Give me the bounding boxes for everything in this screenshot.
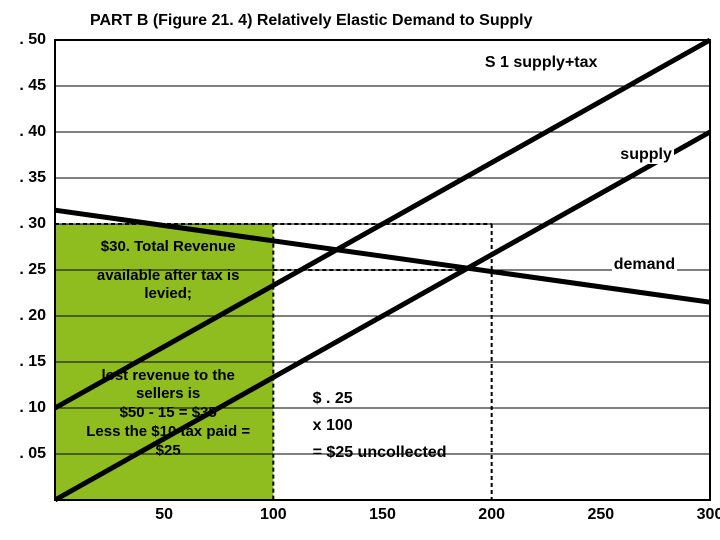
- y-tick-label: . 05: [6, 445, 46, 463]
- x-tick-label: 150: [353, 506, 413, 524]
- y-tick-label: . 20: [6, 307, 46, 325]
- revenue-line1: $30. Total Revenue: [63, 238, 273, 257]
- calc-line2: x 100: [313, 412, 447, 439]
- y-tick-label: . 10: [6, 399, 46, 417]
- supply-tax-label: S 1 supply+tax: [483, 54, 600, 72]
- total-revenue-text: $30. Total Revenue available after tax i…: [63, 238, 273, 304]
- revenue-line3: levied;: [63, 285, 273, 304]
- lost-line4: Less the $10 tax paid =: [59, 423, 277, 442]
- revenue-line2: available after tax is: [63, 267, 273, 286]
- calc-text: $ . 25 x 100 = $25 uncollected: [313, 385, 447, 467]
- y-tick-label: . 15: [6, 353, 46, 371]
- lost-line2: sellers is: [59, 385, 277, 404]
- lost-line3: $50 - 15 = $35: [59, 404, 277, 423]
- lost-line1: lost revenue to the: [59, 367, 277, 386]
- supply-label: supply: [618, 146, 674, 164]
- y-tick-label: . 50: [6, 31, 46, 49]
- x-tick-label: 200: [462, 506, 522, 524]
- demand-label: demand: [612, 256, 677, 274]
- lost-revenue-text: lost revenue to the sellers is $50 - 15 …: [59, 367, 277, 461]
- y-tick-label: . 30: [6, 215, 46, 233]
- calc-line3: = $25 uncollected: [313, 439, 447, 466]
- y-tick-label: . 35: [6, 169, 46, 187]
- y-tick-label: . 40: [6, 123, 46, 141]
- x-tick-label: 250: [571, 506, 631, 524]
- x-tick-label: 50: [134, 506, 194, 524]
- y-tick-label: . 45: [6, 77, 46, 95]
- calc-line1: $ . 25: [313, 385, 447, 412]
- x-tick-label: 100: [243, 506, 303, 524]
- y-tick-label: . 25: [6, 261, 46, 279]
- lost-line5: $25: [59, 442, 277, 461]
- x-tick-label: 300: [680, 506, 720, 524]
